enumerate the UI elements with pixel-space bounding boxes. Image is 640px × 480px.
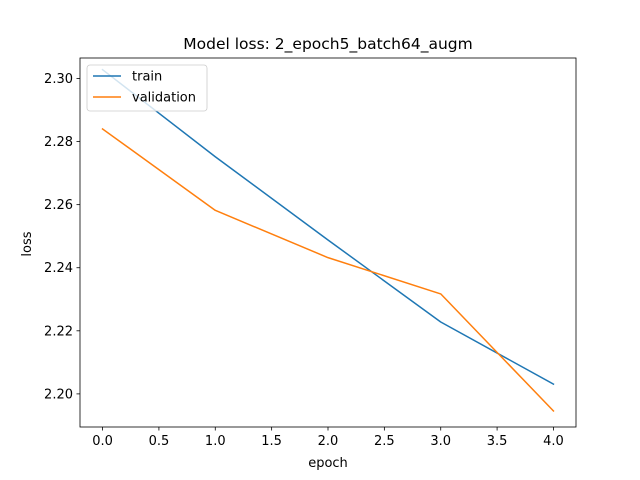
x-tick-label: 0.5: [149, 434, 170, 449]
y-axis-label: loss: [20, 231, 35, 256]
series-line-train: [101, 68, 555, 386]
plot-area: 0.0 0.5 1.0 1.5 2.0 2.5 3.0 3.5 4.0 2.20 2.22 2.24 2…: [44, 57, 577, 449]
series-line-validation: [101, 127, 555, 412]
legend-label-train: train: [132, 70, 162, 85]
legend: train validation: [86, 64, 208, 112]
y-tick-label: 2.20: [44, 387, 73, 402]
y-tick-label: 2.30: [44, 72, 73, 87]
x-tick-label: 3.0: [430, 434, 451, 449]
x-tick-label: 3.5: [487, 434, 508, 449]
legend-label-validation: validation: [132, 91, 196, 106]
x-tick-label: 4.0: [543, 434, 564, 449]
y-tick-label: 2.28: [44, 135, 73, 150]
chart-title: Model loss: 2_epoch5_batch64_augm: [183, 35, 472, 54]
x-tick-label: 0.0: [92, 434, 113, 449]
y-tick-label: 2.22: [44, 324, 73, 339]
x-tick-label: 2.0: [318, 434, 339, 449]
x-axis-label: epoch: [308, 456, 348, 471]
y-tick-label: 2.24: [44, 261, 73, 276]
x-tick-label: 2.5: [374, 434, 395, 449]
y-tick-label: 2.26: [44, 198, 73, 213]
x-tick-label: 1.5: [261, 434, 282, 449]
x-tick-label: 1.0: [205, 434, 226, 449]
